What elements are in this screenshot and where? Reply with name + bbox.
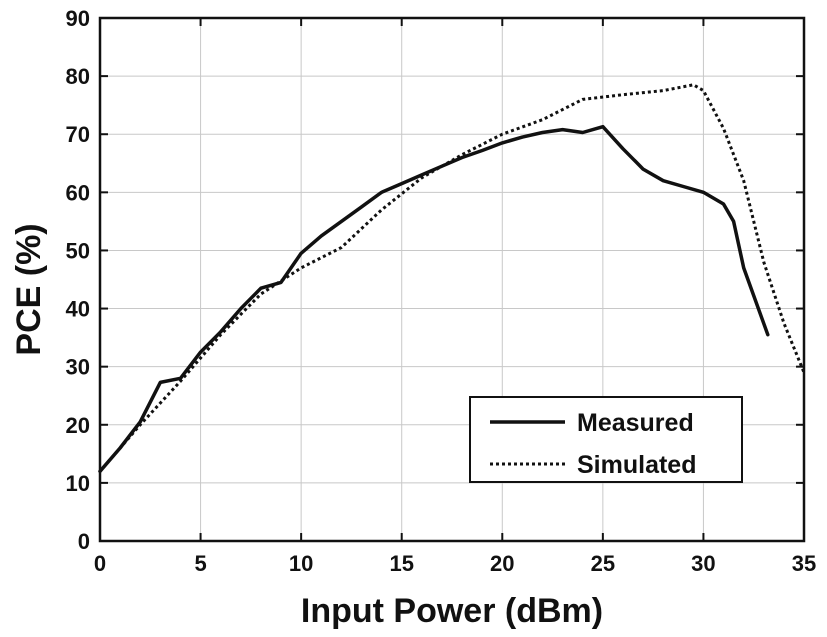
x-tick-label: 10 (289, 551, 313, 576)
y-tick-label: 90 (66, 6, 90, 31)
x-tick-label: 15 (389, 551, 413, 576)
y-tick-label: 10 (66, 471, 90, 496)
x-tick-label: 35 (792, 551, 816, 576)
y-tick-label: 30 (66, 355, 90, 380)
y-tick-label: 70 (66, 122, 90, 147)
x-tick-label: 25 (591, 551, 615, 576)
y-tick-label: 20 (66, 413, 90, 438)
legend: Measured Simulated (469, 396, 743, 483)
legend-box (469, 396, 743, 483)
legend-label-measured: Measured (577, 409, 694, 437)
y-tick-label: 40 (66, 297, 90, 322)
legend-label-simulated: Simulated (577, 451, 696, 479)
y-tick-label: 50 (66, 238, 90, 263)
axis-ticks: 0 5 10 15 20 25 30 35 0 10 20 30 40 50 60 70 80 90 (66, 6, 817, 576)
y-tick-label: 60 (66, 180, 90, 205)
plot-frame (98, 16, 806, 543)
grid-lines (100, 18, 804, 541)
series-lines (98, 83, 806, 474)
x-axis-title: Input Power (dBm) (301, 592, 603, 630)
x-tick-label: 0 (94, 551, 106, 576)
series-line-simulated (98, 83, 806, 473)
x-tick-label: 30 (691, 551, 715, 576)
y-tick-label: 0 (78, 529, 90, 554)
y-axis-title: PCE (%) (10, 223, 48, 355)
y-tick-label: 80 (66, 64, 90, 89)
x-tick-label: 20 (490, 551, 514, 576)
x-tick-label: 5 (194, 551, 206, 576)
